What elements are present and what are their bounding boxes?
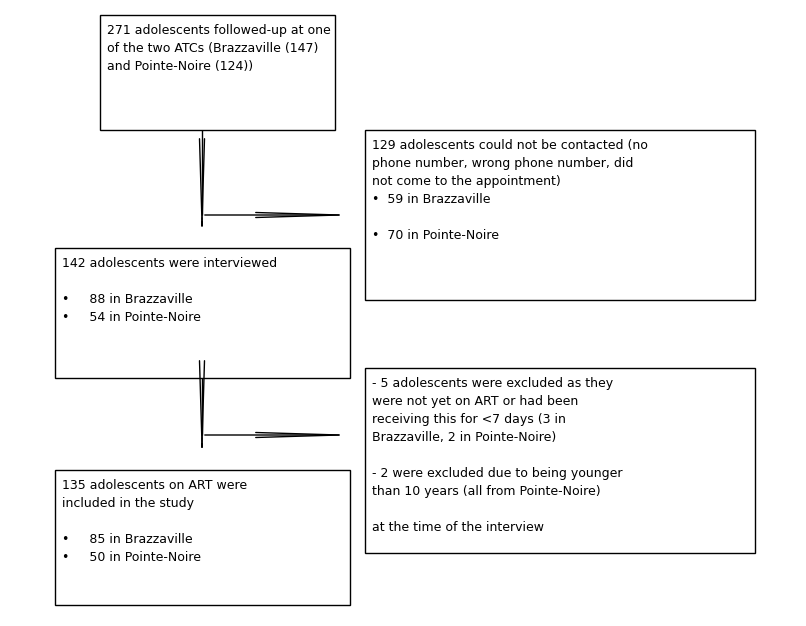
Bar — [365, 368, 755, 553]
Text: 129 adolescents could not be contacted (no
phone number, wrong phone number, did: 129 adolescents could not be contacted (… — [372, 139, 648, 242]
Text: 142 adolescents were interviewed

•     88 in Brazzaville
•     54 in Pointe-Noi: 142 adolescents were interviewed • 88 in… — [62, 257, 277, 324]
Bar — [365, 130, 755, 300]
Bar — [100, 15, 335, 130]
Text: 271 adolescents followed-up at one
of the two ATCs (Brazzaville (147)
and Pointe: 271 adolescents followed-up at one of th… — [107, 24, 330, 73]
Text: - 5 adolescents were excluded as they
were not yet on ART or had been
receiving : - 5 adolescents were excluded as they we… — [372, 377, 622, 534]
Bar — [55, 470, 350, 605]
Bar — [55, 248, 350, 378]
Text: 135 adolescents on ART were
included in the study

•     85 in Brazzaville
•    : 135 adolescents on ART were included in … — [62, 479, 247, 564]
